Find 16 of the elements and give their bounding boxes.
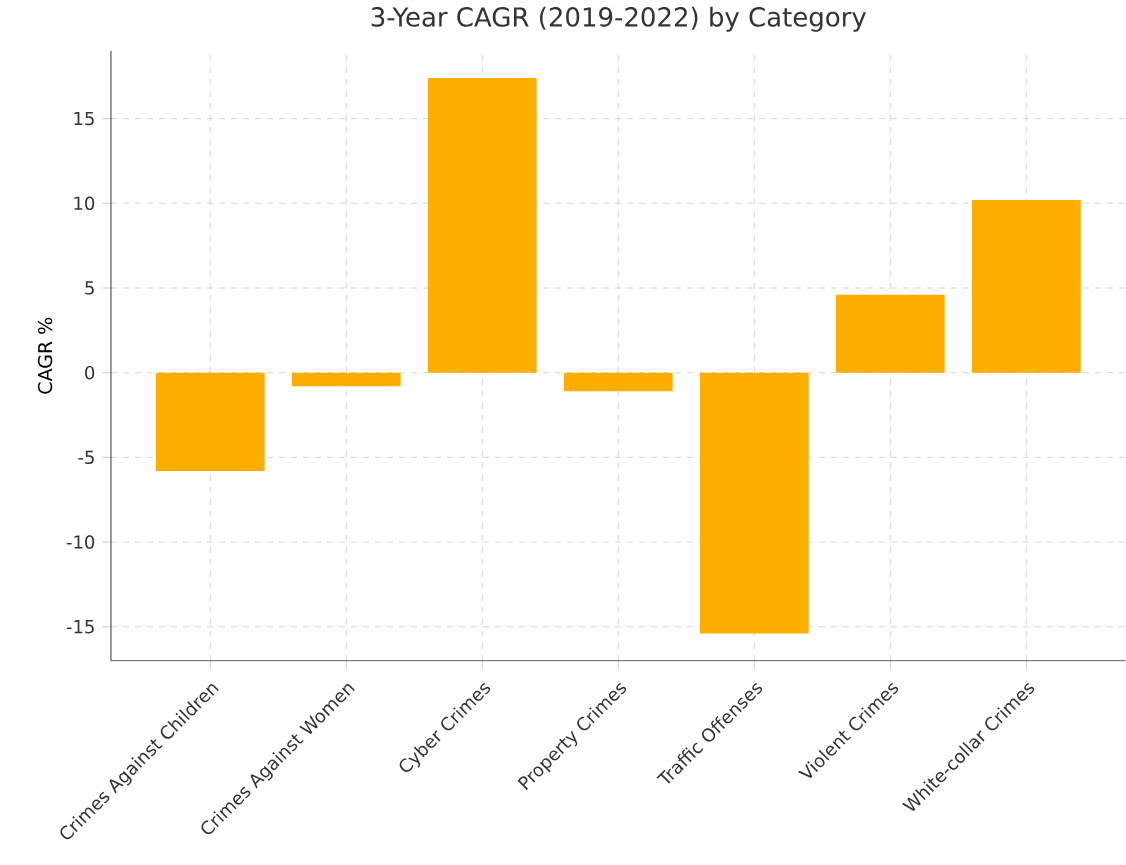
y-tick-label: 5 [85, 281, 94, 295]
bar [971, 200, 1081, 373]
y-tick-label: -5 [78, 450, 94, 465]
y-tick-label: -10 [66, 535, 95, 550]
bar [835, 295, 945, 373]
bar [563, 372, 673, 392]
y-tick-label: 0 [85, 366, 95, 380]
bar [155, 372, 265, 472]
y-tick-label: -15 [66, 620, 94, 634]
bar [427, 78, 537, 373]
bar [699, 372, 809, 634]
chart-title: 3-Year CAGR (2019-2022) by Category [371, 6, 867, 33]
y-axis-title: CAGR % [37, 318, 53, 394]
y-tick-label: 15 [74, 112, 94, 126]
y-tick-label: 10 [74, 196, 95, 211]
bar [291, 372, 401, 387]
